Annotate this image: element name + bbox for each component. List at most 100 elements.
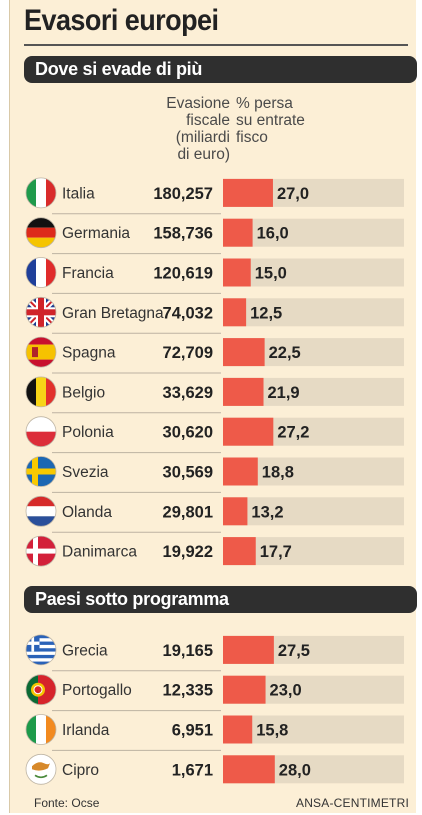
flag-spain-icon [25, 336, 57, 368]
evasion-value: 19,922 [163, 543, 213, 561]
column-header-line: su entrate [236, 112, 305, 129]
flag-portugal-icon [25, 674, 57, 706]
pct-bar [223, 715, 253, 744]
flag-outline [25, 336, 57, 368]
pct-bar [223, 218, 253, 247]
flag-body [26, 257, 56, 288]
pct-value-label: 13,2 [251, 503, 283, 521]
pct-value-label: 15,0 [255, 265, 287, 283]
flag-body [26, 217, 56, 248]
flag-outline [25, 376, 57, 408]
table-row: Spagna 72,709 22,5 [25, 332, 404, 368]
country-label: Irlanda [62, 722, 110, 739]
country-label: Svezia [62, 464, 109, 481]
flag-greece-icon [25, 634, 57, 666]
evasion-value: 180,257 [153, 185, 213, 203]
pct-value-label: 27,0 [277, 185, 309, 203]
pct-value-label: 28,0 [279, 761, 311, 779]
evasion-value: 29,801 [163, 503, 213, 521]
pct-bar [223, 417, 274, 446]
section-title: Paesi sotto programma [35, 589, 229, 609]
country-label: Belgio [62, 384, 105, 401]
flag-belgium-icon [25, 376, 57, 408]
column-header-line: Evasione [166, 95, 230, 112]
section-title: Dove si evade di più [35, 59, 203, 79]
flag-stripe [26, 714, 36, 745]
flag-germany-icon [25, 217, 57, 249]
evasion-value: 1,671 [172, 761, 213, 779]
flag-body [26, 297, 56, 328]
flag-stripe [36, 257, 46, 288]
pct-value-label: 27,5 [278, 642, 310, 660]
country-label: Cipro [62, 762, 99, 779]
column-header-line: fisco [236, 129, 268, 146]
flag-body [26, 754, 56, 785]
table-row: Grecia 19,165 27,5 [25, 634, 404, 666]
pct-bar [223, 298, 247, 327]
pct-bar [223, 537, 256, 566]
flag-stripe [26, 237, 56, 248]
table-row: Italia 180,257 27,0 [25, 177, 404, 209]
evasion-value: 120,619 [153, 265, 213, 283]
country-label: Danimarca [62, 544, 137, 561]
pct-value-label: 21,9 [268, 384, 300, 402]
flag-body [26, 714, 56, 745]
table-row: Cipro 1,671 28,0 [25, 749, 404, 785]
evasion-value: 19,165 [163, 642, 213, 660]
country-label: Grecia [62, 642, 108, 659]
flag-poland-icon [25, 416, 57, 448]
flag-stripe [26, 309, 56, 316]
flag-stripe [26, 654, 56, 659]
page-title: Evasori europei [24, 4, 219, 37]
evasion-value: 158,736 [153, 225, 213, 243]
flag-body [26, 376, 56, 407]
table-row: Germania 158,736 16,0 [25, 213, 404, 249]
flag-stripe [46, 257, 56, 288]
country-label: Germania [62, 225, 130, 242]
flag-denmark-icon [25, 535, 57, 567]
flag-outline [25, 416, 57, 448]
flag-stripe [36, 177, 46, 208]
flag-italy-icon [25, 177, 57, 209]
flag-stripe [46, 376, 56, 407]
country-label: Spagna [62, 345, 116, 362]
country-label: Olanda [62, 504, 112, 521]
flag-stripe [26, 468, 56, 475]
flag-outline [25, 456, 57, 487]
column-header-line: di euro) [177, 146, 230, 163]
flag-stripe [26, 359, 56, 368]
flag-stripe [26, 257, 36, 288]
country-label: Polonia [62, 424, 114, 441]
section-header-top-evaders: Dove si evade di più [24, 56, 417, 83]
flag-stripe [26, 516, 56, 527]
flag-netherlands-icon [25, 495, 57, 527]
pct-bar [223, 457, 258, 486]
flag-uk-icon [25, 296, 57, 328]
evasion-value: 30,569 [163, 464, 213, 482]
evasion-value: 6,951 [172, 722, 213, 740]
evasion-value: 33,629 [163, 384, 213, 402]
flag-stripe [26, 496, 56, 507]
credit-note: ANSA-CENTIMETRI [295, 796, 409, 810]
flag-body [26, 674, 56, 705]
flag-stripe [26, 217, 56, 228]
flag-outline [25, 257, 57, 288]
column-header-line: fiscale [186, 112, 230, 129]
flag-stripe [26, 648, 56, 652]
flag-stripe [26, 376, 36, 407]
table-row: Irlanda 6,951 15,8 [25, 710, 404, 745]
flag-stripe [26, 337, 56, 345]
flag-stripe [26, 506, 56, 517]
column-header-line: (miliardi [175, 129, 230, 146]
bar-track [223, 497, 404, 526]
bar-track [223, 218, 404, 247]
pct-bar [223, 178, 273, 207]
infographic-card: Evasori europei Dove si evade di più Eva… [9, 0, 417, 813]
flag-outline [25, 177, 57, 209]
table-row: Polonia 30,620 27,2 [25, 412, 404, 448]
evasion-value: 12,335 [163, 682, 213, 700]
flag-stripe [36, 714, 46, 745]
country-label: Portogallo [62, 682, 132, 699]
flag-france-icon [25, 257, 57, 288]
